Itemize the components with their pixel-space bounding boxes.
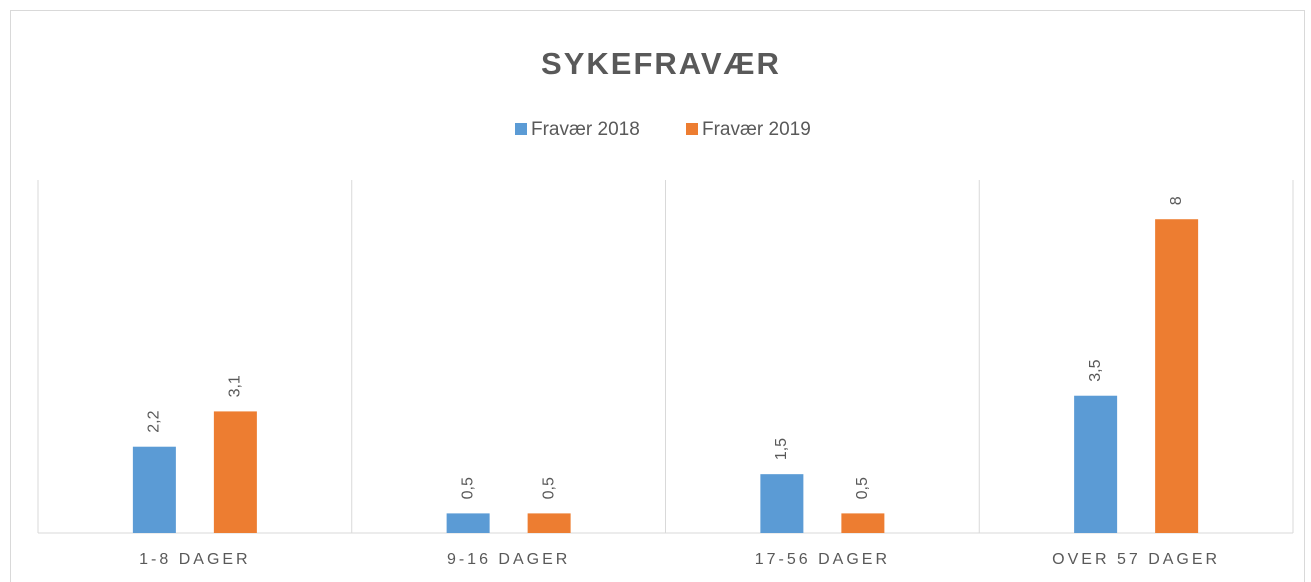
data-label: 2,2 [146, 410, 163, 432]
bar [760, 474, 804, 533]
x-tick-label: 9-16 DAGER [447, 551, 570, 568]
data-label: 8 [1168, 196, 1185, 205]
x-tick-label: 17-56 DAGER [755, 551, 890, 568]
legend-label: Fravær 2018 [531, 119, 640, 140]
data-label: 3,1 [227, 375, 244, 397]
bar [1074, 395, 1118, 533]
x-tick-label: 1-8 DAGER [139, 551, 250, 568]
bar [841, 513, 885, 533]
data-label: 0,5 [459, 477, 476, 499]
chart-title: SYKEFRAVÆR [541, 46, 781, 81]
data-label: 0,5 [540, 477, 557, 499]
data-label: 3,5 [1087, 359, 1104, 381]
data-label: 0,5 [854, 477, 871, 499]
legend-swatch [515, 123, 527, 135]
data-label: 1,5 [773, 438, 790, 460]
x-tick-label: OVER 57 DAGER [1052, 551, 1220, 568]
bar [1155, 219, 1199, 533]
bar [527, 513, 571, 533]
bar [213, 411, 257, 533]
legend-swatch [686, 123, 698, 135]
legend-label: Fravær 2019 [702, 119, 811, 140]
bar [446, 513, 490, 533]
bar [132, 446, 176, 533]
